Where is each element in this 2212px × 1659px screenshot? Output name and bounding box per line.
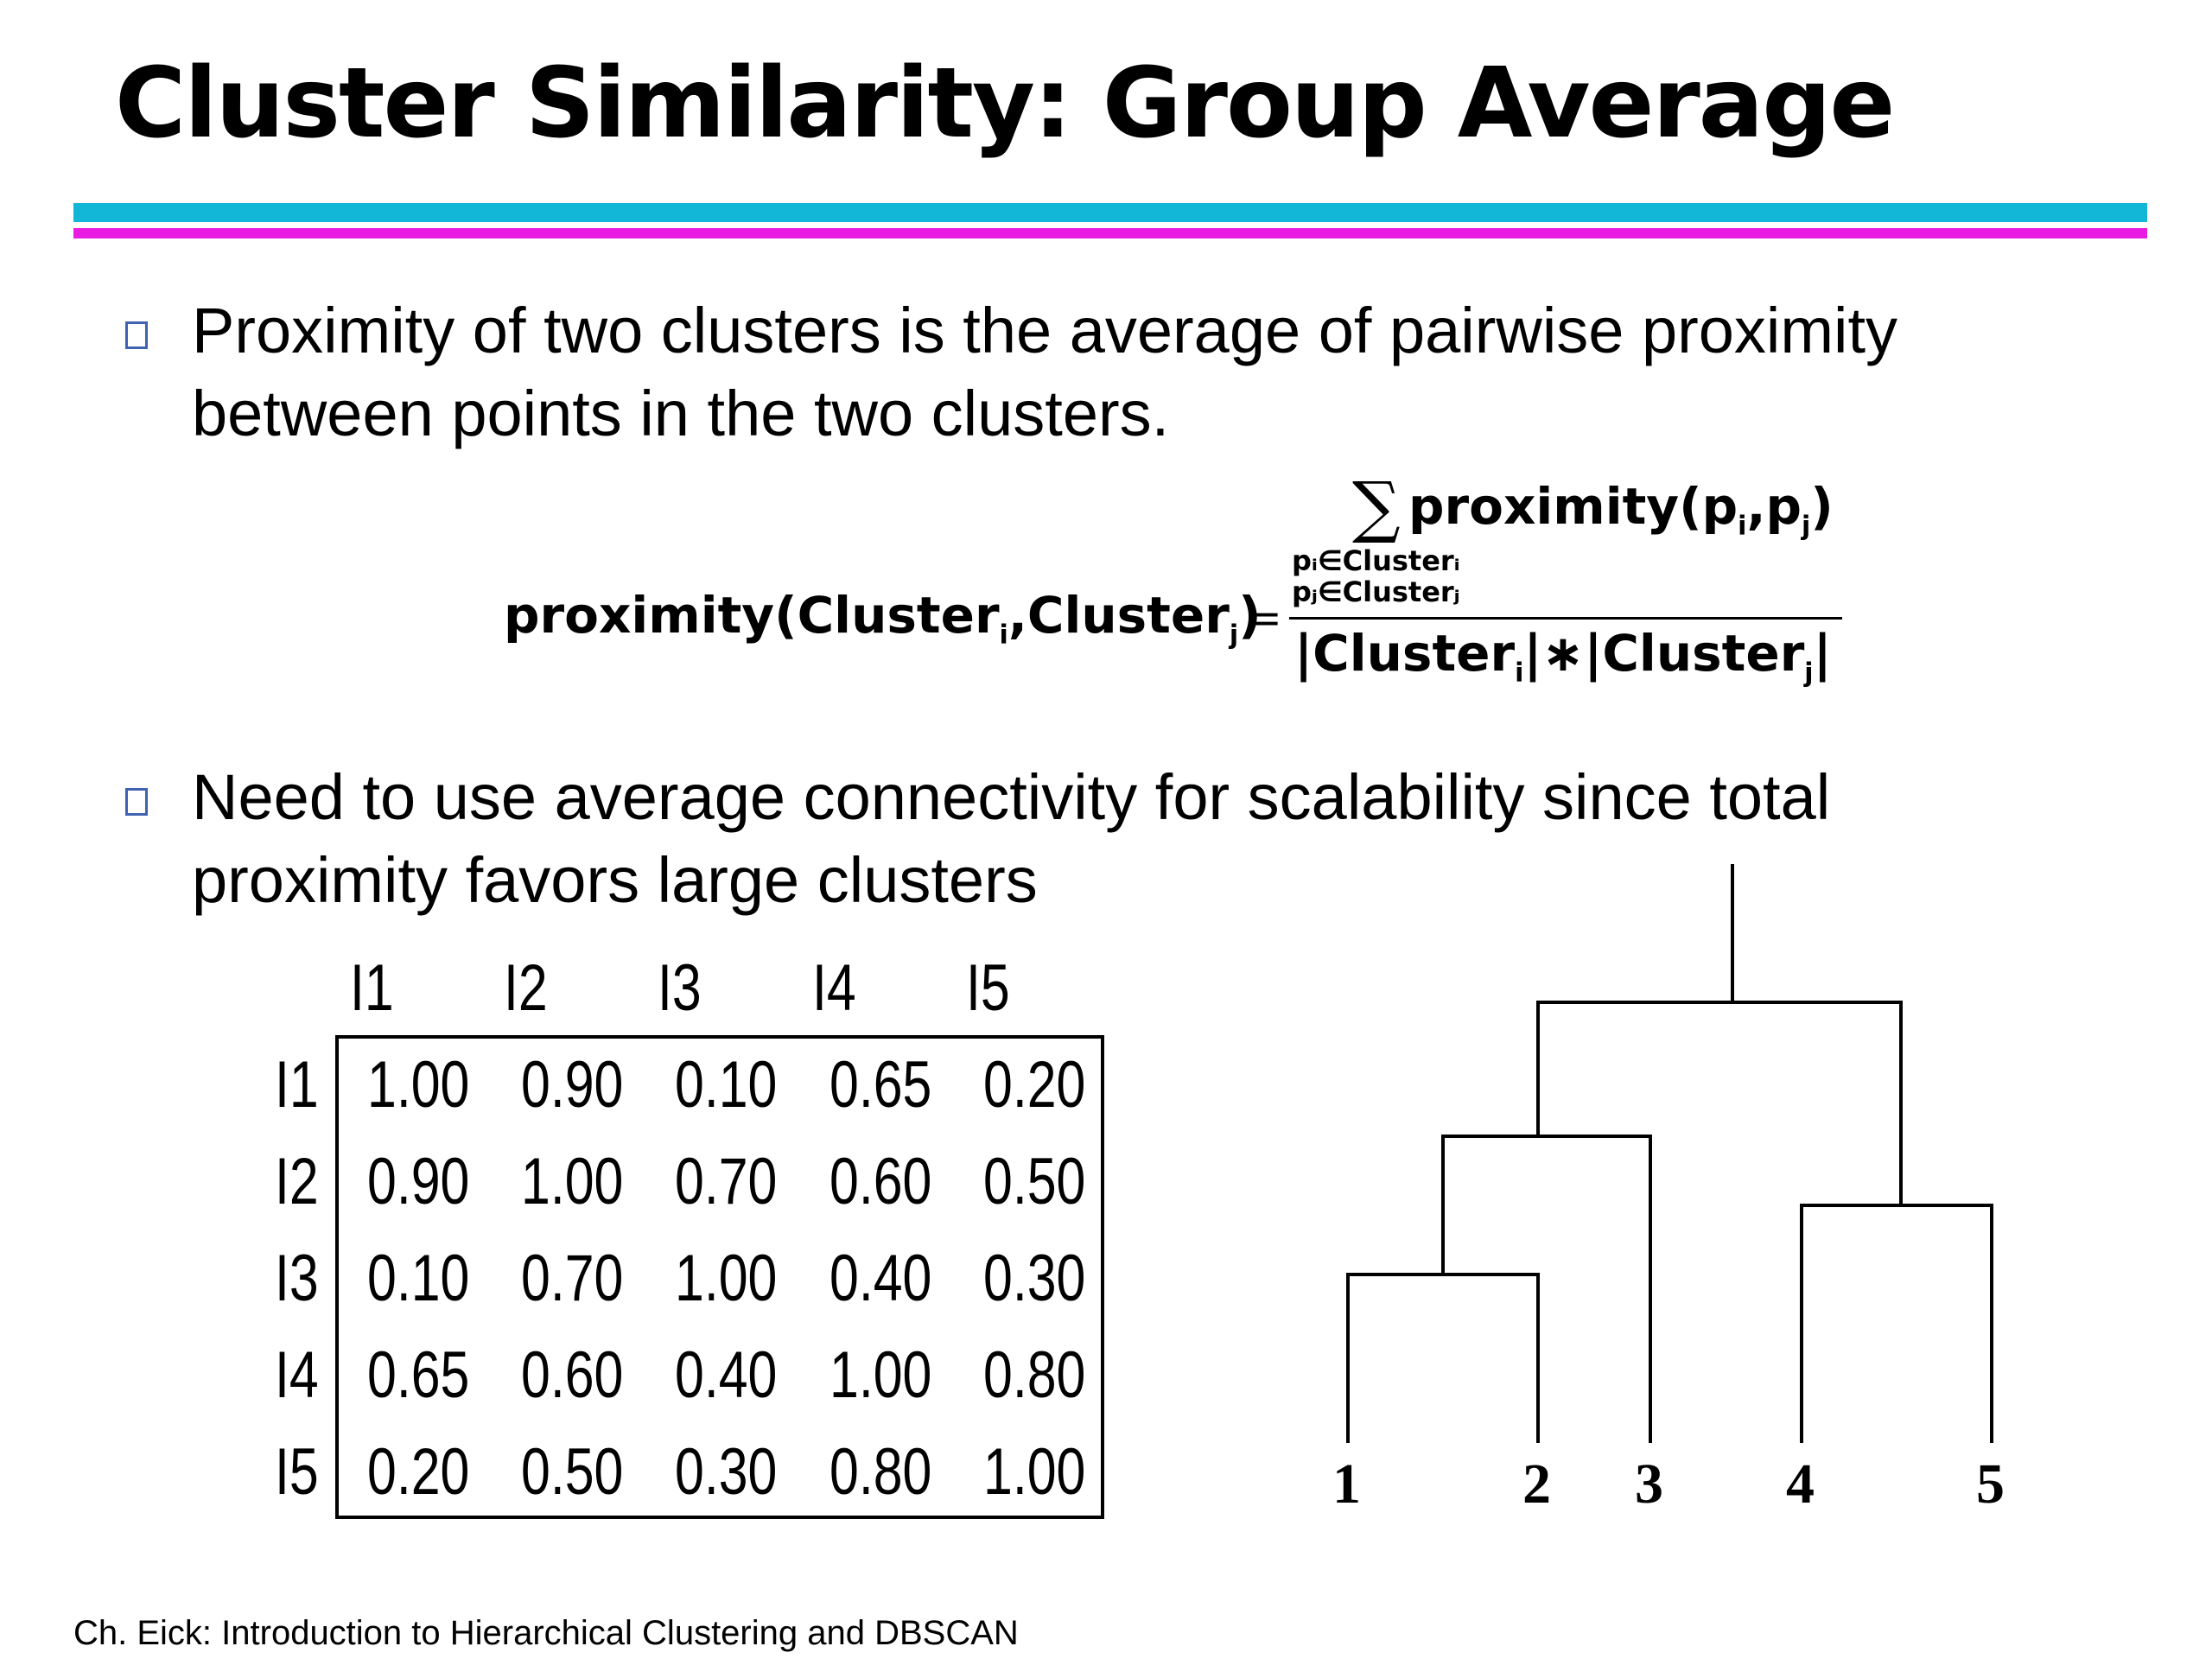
merge-root [1536, 1001, 1903, 1205]
column-header: I1 [350, 951, 394, 1025]
matrix-cell: 0.60 [830, 1145, 932, 1218]
title-underline-magenta [73, 228, 2147, 238]
leaf-label-2: 2 [1522, 1452, 1551, 1516]
matrix-cell: 1.00 [983, 1435, 1086, 1509]
matrix-cell: 0.60 [521, 1338, 624, 1412]
leaf-label-3: 3 [1635, 1452, 1663, 1516]
bullet-square-icon [125, 321, 148, 349]
matrix-cell: 0.70 [675, 1145, 778, 1218]
matrix-cell: 0.80 [830, 1435, 932, 1509]
matrix-cell: 0.50 [521, 1435, 624, 1509]
column-header: I2 [504, 951, 548, 1025]
bullet-text-2: Need to use average connectivity for sca… [192, 756, 2093, 922]
matrix-cell: 0.65 [830, 1048, 932, 1122]
matrix-cell: 0.80 [983, 1338, 1086, 1412]
fraction-bar [1289, 617, 1842, 620]
row-header: I1 [275, 1048, 319, 1122]
merge-4-5 [1800, 1204, 1993, 1443]
formula-denominator: |Clusteri|∗|Clusterj| [1294, 624, 1832, 689]
proximity-matrix: I1 I2 I3 I4 I5 I1 I2 I3 I4 I5 1.00 0.90 … [259, 950, 1123, 1538]
dendrogram: 1 2 3 4 5 [1296, 855, 2074, 1529]
group-average-formula: proximity(Clusteri,Clusterj) = ∑ proximi… [501, 467, 1849, 700]
matrix-cell: 0.30 [675, 1435, 778, 1509]
matrix-cell: 1.00 [521, 1145, 624, 1218]
matrix-cell: 0.20 [983, 1048, 1086, 1122]
bullet-2-line-1: Need to use average connectivity for sca… [192, 761, 1831, 833]
matrix-cell: 0.10 [675, 1048, 778, 1122]
matrix-cell: 0.40 [830, 1242, 932, 1315]
bullet-square-icon [125, 788, 148, 816]
matrix-cell: 1.00 [830, 1338, 932, 1412]
sum-index-2: pⱼ∈Clusterⱼ [1292, 575, 1460, 608]
column-header: I3 [658, 951, 702, 1025]
row-header: I3 [275, 1242, 319, 1315]
sum-index-1: pᵢ∈Clusterᵢ [1292, 544, 1460, 577]
merge-1-2 [1346, 1273, 1540, 1443]
column-header: I5 [966, 951, 1010, 1025]
row-header: I2 [275, 1145, 319, 1218]
leaf-label-4: 4 [1786, 1452, 1815, 1516]
formula-equals: = [1246, 593, 1282, 643]
matrix-cell: 0.70 [521, 1242, 624, 1315]
matrix-cell: 0.40 [675, 1338, 778, 1412]
matrix-cell: 0.65 [367, 1338, 470, 1412]
slide-footer: Ch. Eick: Introduction to Hierarchical C… [73, 1614, 1019, 1652]
column-header: I4 [812, 951, 856, 1025]
matrix-cell: 0.90 [521, 1048, 624, 1122]
dendrogram-lines [1346, 864, 1993, 1443]
title-underline-cyan [73, 203, 2147, 222]
bullet-1-line-1: Proximity of two clusters is the average… [192, 295, 1898, 366]
formula-numerator: proximity(pi,pj) [1408, 477, 1834, 542]
row-header: I5 [275, 1435, 319, 1509]
matrix-cell: 0.50 [983, 1145, 1086, 1218]
sigma-symbol: ∑ [1352, 468, 1401, 546]
matrix-border [335, 1035, 1104, 1519]
matrix-cell: 0.10 [367, 1242, 470, 1315]
row-header: I4 [275, 1338, 319, 1412]
bullet-2-line-2: proximity favors large clusters [192, 844, 1038, 916]
bullet-1-line-2: between points in the two clusters. [192, 378, 1170, 449]
matrix-cell: 0.20 [367, 1435, 470, 1509]
leaf-label-5: 5 [1976, 1452, 2005, 1516]
slide-title: Cluster Similarity: Group Average [115, 48, 1895, 160]
merge-12-3 [1441, 1135, 1652, 1443]
matrix-cell: 1.00 [367, 1048, 470, 1122]
matrix-cell: 0.30 [983, 1242, 1086, 1315]
bullet-text-1: Proximity of two clusters is the average… [192, 289, 2093, 455]
leaf-label-1: 1 [1332, 1452, 1361, 1516]
formula-lhs: proximity(Clusteri,Clusterj) [504, 586, 1262, 651]
matrix-cell: 0.90 [367, 1145, 470, 1218]
matrix-cell: 1.00 [675, 1242, 778, 1315]
